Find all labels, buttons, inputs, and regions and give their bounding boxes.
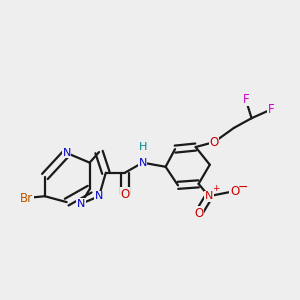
Text: O: O [120, 188, 130, 201]
Text: N: N [205, 191, 213, 201]
Text: F: F [268, 103, 274, 116]
Text: N: N [95, 191, 103, 201]
Text: N: N [62, 148, 71, 158]
Text: O: O [230, 185, 239, 198]
Text: N: N [76, 199, 85, 209]
Text: O: O [194, 207, 203, 220]
Text: N: N [139, 158, 147, 168]
Text: O: O [210, 136, 219, 148]
Text: F: F [242, 93, 249, 106]
Text: Br: Br [20, 192, 33, 205]
Text: +: + [212, 184, 219, 194]
Text: −: − [238, 181, 249, 194]
Text: H: H [139, 142, 147, 152]
